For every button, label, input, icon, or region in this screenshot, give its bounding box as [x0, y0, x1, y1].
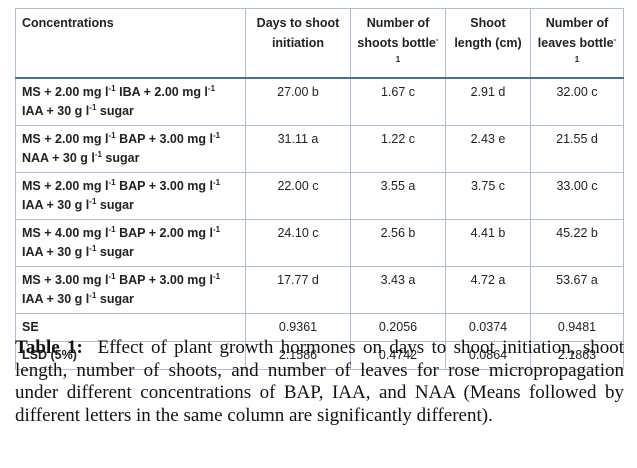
caption-label: Table 1:: [15, 337, 83, 358]
cell-text: MS + 2.00 mg l: [22, 132, 109, 146]
row-label: LSD (5%): [15, 341, 246, 370]
data-cell: 0.0864: [445, 341, 531, 370]
cell-text: Days to shoot initiation: [256, 16, 340, 50]
cell-text: MS + 4.00 mg l: [22, 226, 109, 240]
table-row: MS + 2.00 mg l-1 IBA + 2.00 mg l-1 IAA +…: [15, 77, 624, 126]
data-cell: 2.91 d: [445, 77, 531, 126]
cell-text: MS + 2.00 mg l: [22, 85, 109, 99]
cell-text: BAP + 3.00 mg l: [115, 179, 214, 193]
superscript: -1: [94, 149, 102, 159]
superscript: -1: [108, 224, 116, 234]
data-cell: 53.67 a: [530, 266, 624, 314]
header-cell: Days to shoot initiation: [245, 8, 351, 79]
cell-text: MS + 3.00 mg l: [22, 273, 109, 287]
header-row: Concentrations Days to shoot initiation Nu…: [15, 8, 624, 79]
table-row: LSD (5%) 2.1586 0.4742 0.0864 2.1863: [15, 341, 624, 370]
superscript: -1: [108, 271, 116, 281]
row-label: MS + 4.00 mg l-1 BAP + 2.00 mg l-1 IAA +…: [15, 219, 246, 267]
header-cell: Number of leaves bottle-1: [530, 8, 624, 79]
superscript: -1: [89, 196, 97, 206]
cell-text: IAA + 30 g l: [22, 245, 90, 259]
caption: Table 1: Effect of plant growth hormones…: [15, 337, 624, 427]
superscript: -1: [108, 177, 116, 187]
cell-text: IAA + 30 g l: [22, 104, 90, 118]
cell-text: IBA + 2.00 mg l: [115, 85, 208, 99]
superscript: -1: [213, 130, 221, 140]
superscript: -1: [108, 83, 116, 93]
data-cell: 1.67 c: [350, 77, 446, 126]
cell-text: sugar: [101, 151, 140, 165]
data-cell: 4.41 b: [445, 219, 531, 267]
cell-text: Concentrations: [22, 16, 114, 30]
superscript: -1: [213, 177, 221, 187]
cell-text: IAA + 30 g l: [22, 198, 90, 212]
data-cell: 2.56 b: [350, 219, 446, 267]
superscript: -1: [213, 271, 221, 281]
data-cell: 32.00 c: [530, 77, 624, 126]
data-cell: 0.9481: [530, 313, 624, 342]
cell-text: LSD (5%): [22, 348, 77, 362]
superscript: -1: [89, 102, 97, 112]
table-body: MS + 2.00 mg l-1 IBA + 2.00 mg l-1 IAA +…: [15, 77, 624, 370]
data-cell: 4.72 a: [445, 266, 531, 314]
header-cell: Shoot length (cm): [445, 8, 531, 79]
cell-text: BAP + 3.00 mg l: [115, 132, 214, 146]
cell-text: SE: [22, 320, 39, 334]
table-row: MS + 2.00 mg l-1 BAP + 3.00 mg l-1 NAA +…: [15, 125, 624, 173]
table-row: MS + 4.00 mg l-1 BAP + 2.00 mg l-1 IAA +…: [15, 219, 624, 267]
row-label: MS + 2.00 mg l-1 BAP + 3.00 mg l-1 IAA +…: [15, 172, 246, 220]
data-table: Concentrations Days to shoot initiation Nu…: [15, 8, 624, 370]
cell-text: Number of shoots bottle: [357, 16, 436, 50]
superscript: -1: [574, 34, 617, 64]
row-label: SE: [15, 313, 246, 342]
data-cell: 24.10 c: [245, 219, 351, 267]
data-cell: 2.1863: [530, 341, 624, 370]
cell-text: IAA + 30 g l: [22, 292, 90, 306]
cell-text: sugar: [96, 245, 134, 259]
cell-text: NAA + 30 g l: [22, 151, 95, 165]
table-head: Concentrations Days to shoot initiation Nu…: [15, 8, 624, 79]
data-cell: 21.55 d: [530, 125, 624, 173]
cell-text: MS + 2.00 mg l: [22, 179, 109, 193]
cell-text: Shoot length (cm): [454, 16, 522, 50]
cell-text: BAP + 3.00 mg l: [115, 273, 214, 287]
data-cell: 31.11 a: [245, 125, 351, 173]
table-row: MS + 3.00 mg l-1 BAP + 3.00 mg l-1 IAA +…: [15, 266, 624, 314]
cell-text: Number of leaves bottle: [537, 16, 614, 50]
data-cell: 0.4742: [350, 341, 446, 370]
row-label: MS + 2.00 mg l-1 IBA + 2.00 mg l-1 IAA +…: [15, 77, 246, 126]
data-cell: 3.75 c: [445, 172, 531, 220]
cell-text: sugar: [96, 104, 134, 118]
superscript: -1: [213, 224, 221, 234]
data-cell: 3.43 a: [350, 266, 446, 314]
superscript: -1: [89, 290, 97, 300]
data-cell: 0.2056: [350, 313, 446, 342]
data-cell: 3.55 a: [350, 172, 446, 220]
caption-text: Effect of plant growth hormones on days …: [15, 337, 625, 426]
superscript: -1: [207, 83, 216, 93]
header-cell: Concentrations: [15, 8, 246, 79]
row-label: MS + 3.00 mg l-1 BAP + 3.00 mg l-1 IAA +…: [15, 266, 246, 314]
data-cell: 2.1586: [245, 341, 351, 370]
data-cell: 2.43 e: [445, 125, 531, 173]
data-cell: 1.22 c: [350, 125, 446, 173]
header-cell: Number of shoots bottle-1: [350, 8, 446, 79]
superscript: -1: [108, 130, 116, 140]
data-cell: 17.77 d: [245, 266, 351, 314]
superscript: -1: [89, 243, 97, 253]
data-cell: 0.9361: [245, 313, 351, 342]
data-cell: 22.00 c: [245, 172, 351, 220]
superscript: -1: [395, 34, 439, 64]
table-row: MS + 2.00 mg l-1 BAP + 3.00 mg l-1 IAA +…: [15, 172, 624, 220]
cell-text: sugar: [96, 198, 134, 212]
cell-text: BAP + 2.00 mg l: [115, 226, 214, 240]
row-label: MS + 2.00 mg l-1 BAP + 3.00 mg l-1 NAA +…: [15, 125, 246, 173]
cell-text: sugar: [96, 292, 134, 306]
data-cell: 45.22 b: [530, 219, 624, 267]
data-cell: 33.00 c: [530, 172, 624, 220]
table-row: SE 0.9361 0.2056 0.0374 0.9481: [15, 313, 624, 342]
data-cell: 27.00 b: [245, 77, 351, 126]
